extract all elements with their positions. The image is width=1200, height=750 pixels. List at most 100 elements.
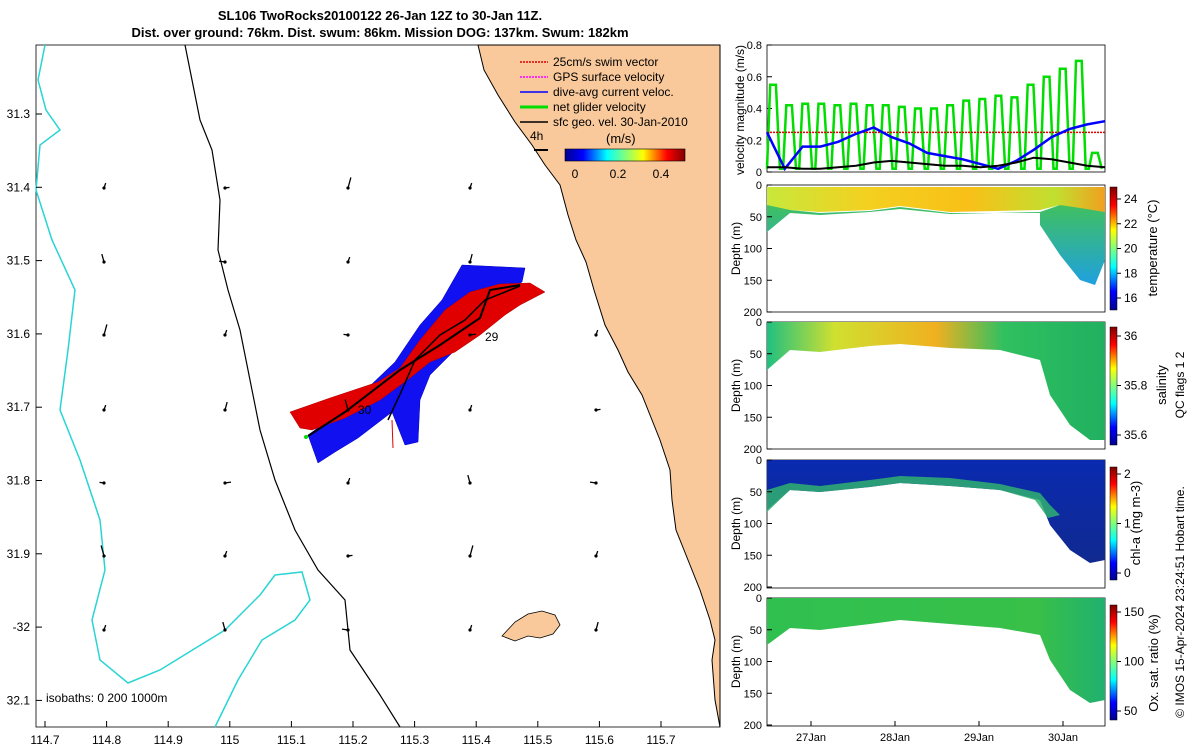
geo-arrow-head: [594, 333, 598, 337]
vel-ytick-label: 0.2: [747, 135, 762, 147]
depth-axis-label: Depth (m): [729, 497, 743, 550]
series-current-velocity: [765, 119, 1106, 172]
depth-tick-label: 0: [756, 317, 762, 329]
colorbar-tick-label: 16: [1124, 291, 1138, 305]
legend-entry: GPS surface velocity: [553, 70, 664, 84]
oxygen-field: [767, 598, 1105, 703]
day-label-29: 29: [485, 330, 499, 344]
temperature-label: temperature (°C): [1145, 200, 1160, 297]
salinity-label: salinity: [1154, 365, 1169, 405]
swim-arrow: [391, 419, 394, 449]
geo-arrow-head: [346, 481, 350, 485]
map-xtick-label: 115.7: [646, 733, 675, 747]
temperature-deep: [767, 205, 1105, 285]
map-xtick-label: 115.1: [277, 733, 306, 747]
chart-title-line2: Dist. over ground: 76km. Dist. swum: 86k…: [131, 25, 629, 40]
legend-entry: 25cm/s swim vector: [553, 55, 658, 69]
geo-arrow-head: [468, 554, 472, 558]
qc-flags-label: QC flags 1 2: [1173, 351, 1187, 418]
colorbar-tick-label: 2: [1124, 467, 1131, 481]
geo-arrow-head: [594, 628, 598, 632]
coastline-land: [477, 44, 721, 728]
legend-entry: dive-avg current veloc.: [553, 85, 674, 99]
start-marker: [304, 435, 308, 439]
depth-tick-label: 0: [756, 455, 762, 467]
isobath-200m: [184, 44, 401, 728]
map-xtick-label: 115.5: [523, 733, 552, 747]
chlorophyll-panel: chl-a (mg m-3): [766, 459, 1143, 589]
chlorophyll-label: chl-a (mg m-3): [1128, 481, 1143, 566]
colorbar-tick-label: 50: [1124, 704, 1138, 718]
colorbar-tick-label: 100: [1124, 655, 1144, 669]
geo-arrow-head: [346, 554, 350, 558]
geo-arrow-head: [468, 260, 472, 264]
geo-arrow: [100, 545, 105, 557]
geo-arrow: [347, 177, 352, 189]
geo-arrow: [344, 399, 349, 411]
salinity-panel: salinity: [766, 321, 1169, 450]
map-axis-ticks: 114.7 114.8 114.9 115 115.1 115.2 115.3 115.4 11…: [7, 107, 676, 747]
geo-arrow-head: [468, 186, 472, 190]
isobath-legend: isobaths: 0 200 1000m: [46, 691, 167, 705]
map-xtick-label: 115: [220, 733, 239, 747]
vel-ytick-label: 0.8: [747, 40, 762, 52]
geo-arrow-head: [223, 186, 227, 190]
depth-tick-label: 50: [750, 487, 762, 499]
series-net-velocity: [765, 59, 1104, 171]
geo-arrow-head: [223, 481, 227, 485]
depth-axis-label: Depth (m): [729, 222, 743, 275]
geo-arrow-head: [102, 333, 106, 337]
temperature-field: [767, 187, 1105, 225]
colorbar-tick-label: 24: [1124, 192, 1138, 206]
credit-text: © IMOS 15-Apr-2024 23:24:51 Hobart time.: [1173, 486, 1187, 718]
depth-tick-label: 100: [744, 519, 762, 531]
geo-arrow-head: [102, 260, 106, 264]
geo-arrow-head: [223, 333, 227, 337]
colorbar-tick-label: 35.8: [1124, 379, 1148, 393]
temperature-panel: temperature (°C): [766, 184, 1160, 313]
geo-arrow-head: [594, 554, 598, 558]
geo-arrow: [103, 324, 108, 336]
geo-arrow-head: [346, 333, 350, 337]
salinity-colorbar: [1109, 326, 1118, 446]
depth-tick-label: 150: [744, 412, 762, 424]
geo-arrow-head: [102, 186, 106, 190]
geo-arrow-head: [223, 260, 227, 264]
colorbar-tick-0: 0: [572, 167, 579, 181]
geo-arrow-head: [102, 408, 106, 412]
vel-ytick-label: 0.4: [747, 104, 762, 116]
colorbar-gradient: [564, 148, 686, 162]
colorbar-tick-label: 35.6: [1124, 428, 1148, 442]
geo-arrow-head: [346, 186, 350, 190]
velocity-y-ticks: 0 0.2 0.4 0.6 0.8: [747, 40, 772, 179]
depth-tick-label: 200: [744, 582, 762, 594]
geo-arrow-head: [223, 408, 227, 412]
profile-panels: temperature (°C) salinity chl-a (mg m-3)…: [766, 184, 1169, 727]
map-xtick-label: 114.9: [154, 733, 183, 747]
geostrophic-arrows: [99, 177, 601, 632]
geo-arrow-head: [468, 408, 472, 412]
vel-ytick-label: 0.6: [747, 72, 762, 84]
colorbar-label: (m/s): [606, 131, 636, 146]
geo-arrow: [469, 545, 474, 557]
time-step-label: 4h: [530, 129, 543, 143]
map-xtick-label: 115.2: [338, 733, 367, 747]
map-xtick-label: 114.8: [92, 733, 121, 747]
chlorophyll-colorbar: [1109, 466, 1118, 581]
time-scale: 4h: [530, 129, 548, 151]
day-label-30: 30: [358, 403, 372, 417]
depth-axis-label: Depth (m): [729, 359, 743, 412]
map-xtick-label: 114.7: [30, 733, 59, 747]
map-ytick-label: 31.4: [7, 180, 31, 194]
geo-arrow-head: [346, 628, 350, 632]
legend-entry: net glider velocity: [553, 100, 646, 114]
depth-tick-label: 150: [744, 550, 762, 562]
map-ytick-label: 31.5: [7, 254, 31, 268]
depth-tick-label: 50: [750, 625, 762, 637]
geo-arrow-head: [223, 554, 227, 558]
geo-arrow-head: [468, 481, 472, 485]
velocity-panel: 0 0.2 0.4 0.6 0.8 velocity magnitude (m/s): [733, 40, 1106, 179]
depth-tick-label: 200: [744, 720, 762, 732]
